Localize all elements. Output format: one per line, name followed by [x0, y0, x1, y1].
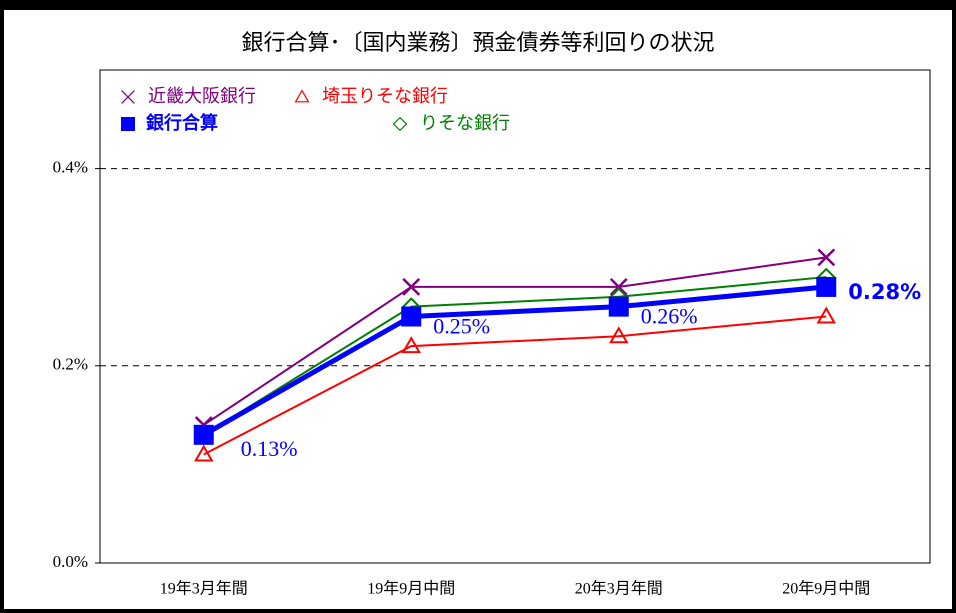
legend-label: 銀行合算: [146, 112, 218, 134]
data-point: [193, 424, 214, 445]
legend-label: 埼玉りそな銀行: [322, 86, 448, 107]
data-point: [609, 326, 629, 344]
legend-marker: [121, 117, 135, 131]
x-tick-label: 20年9月中間: [782, 580, 870, 598]
data-point: [816, 306, 836, 324]
data-label: 0.13%: [241, 436, 298, 461]
x-tick-label: 19年9月中間: [367, 580, 455, 598]
data-label: 0.25%: [433, 314, 490, 339]
series-line: [202, 284, 827, 437]
series-line: [203, 315, 827, 456]
legend-label: 近畿大阪銀行: [148, 86, 256, 107]
data-label: 0.28%: [848, 280, 921, 304]
plot-area: [99, 69, 931, 564]
top-bar: [0, 0, 956, 8]
data-point: [609, 278, 628, 296]
legend-marker: [121, 90, 135, 104]
chart-title: 銀行合算･〔国内業務〕預金債券等利回りの状況: [241, 31, 714, 56]
data-point: [401, 336, 421, 354]
series-line: [203, 256, 827, 426]
data-point: [194, 444, 214, 462]
legend-label: りそな銀行: [420, 113, 510, 134]
data-point: [402, 278, 421, 296]
data-label: 0.26%: [641, 304, 698, 329]
legend-marker: [294, 89, 310, 103]
data-point: [817, 248, 836, 267]
y-tick-label: 0.2%: [53, 355, 88, 374]
series-line: [203, 276, 827, 436]
data-point: [608, 296, 629, 317]
legend-marker: [392, 116, 408, 132]
data-point: [816, 276, 837, 297]
y-tick-label: 0.4%: [53, 158, 88, 177]
x-tick-label: 19年3月年間: [160, 580, 248, 598]
x-tick-label: 20年3月年間: [575, 580, 663, 598]
frame: [0, 6, 956, 613]
data-point: [401, 306, 422, 327]
y-tick-label: 0.0%: [53, 552, 88, 571]
